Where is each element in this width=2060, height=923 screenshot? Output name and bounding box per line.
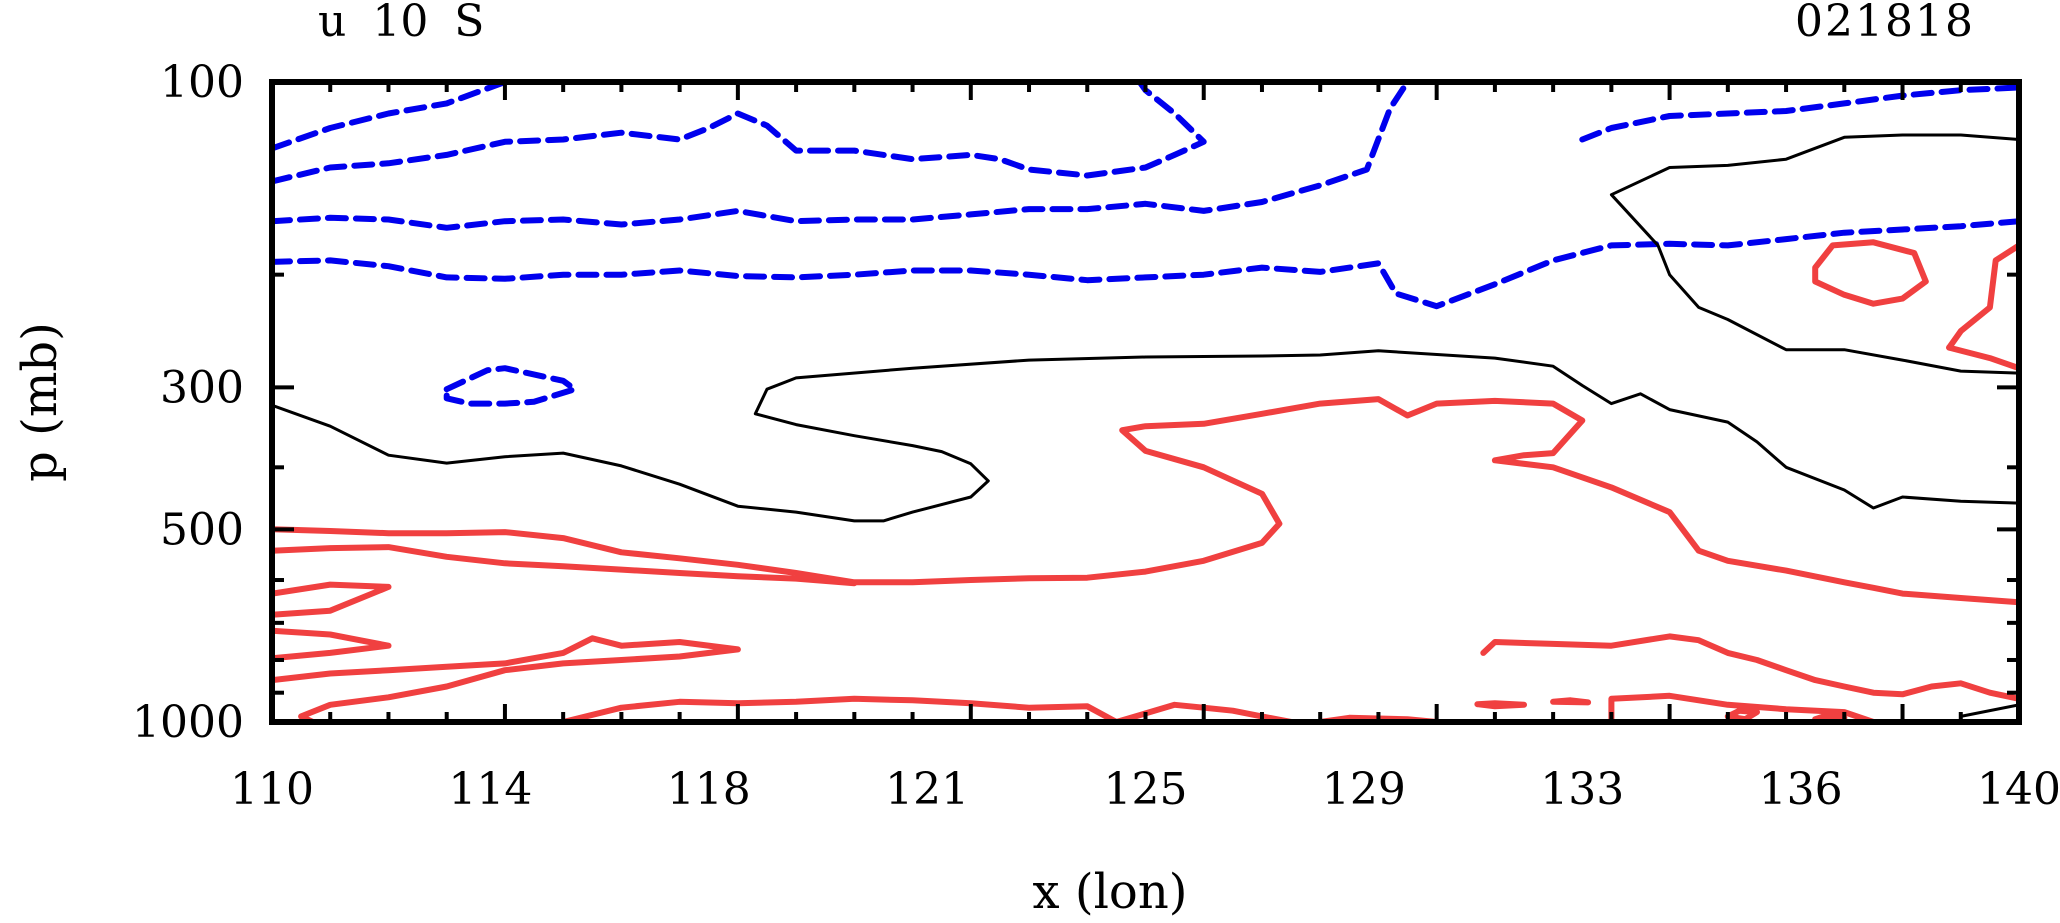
y-axis-label: p (mb): [12, 322, 68, 482]
variable-label: u 10 S: [318, 0, 484, 47]
x-axis-label: x (lon): [1033, 864, 1188, 920]
zero-contour-1: [1609, 133, 2019, 375]
positive-contour-3: [272, 627, 392, 662]
positive-contour-5: [560, 695, 1120, 722]
y-tick-label: 1000: [132, 697, 244, 748]
x-tick-label: 110: [230, 764, 314, 815]
x-tick-label: 118: [667, 764, 751, 815]
plot-frame: [269, 79, 2022, 725]
contour-lines: [272, 82, 2019, 722]
zero-contour-2: [1959, 703, 2019, 718]
x-tick-labels: 110 114 118 121 125 129 133 136 140: [230, 764, 2060, 815]
positive-contour-14: [1812, 710, 1848, 722]
x-tick-label: 121: [885, 764, 969, 815]
positive-contour-0: [272, 396, 2019, 606]
x-tick-label: 114: [448, 764, 532, 815]
x-tick-label: 140: [1977, 764, 2060, 815]
y-tick-labels: 100 300 500 1000: [132, 57, 244, 748]
timestamp-label: 021818: [1795, 0, 1975, 47]
negative-contour-2: [272, 82, 1411, 231]
positive-contour-2: [272, 581, 392, 618]
x-tick-label: 133: [1540, 764, 1624, 815]
y-tick-label: 500: [160, 504, 244, 555]
positive-contour-6: [1113, 701, 1295, 722]
x-tick-label: 136: [1759, 764, 1843, 815]
positive-contour-11: [1474, 700, 1527, 710]
negative-contour-3: [272, 218, 2019, 310]
positive-contour-4: [272, 635, 741, 722]
positive-contour-16: [1946, 242, 2019, 351]
positive-contour-1: [272, 544, 858, 587]
positive-contour-8: [1480, 633, 2019, 702]
positive-contour-15: [1812, 239, 1929, 307]
positive-contour-17: [1946, 344, 2019, 372]
positive-contour-13: [1724, 707, 1760, 722]
zero-contour-0: [272, 349, 2019, 523]
negative-contour-4: [1579, 84, 2019, 143]
negative-contour-5: [443, 365, 578, 407]
x-tick-label: 129: [1322, 764, 1406, 815]
y-tick-label: 100: [160, 57, 244, 108]
negative-contour-1: [272, 82, 1207, 185]
positive-contour-12: [1550, 697, 1592, 706]
y-tick-label: 300: [160, 362, 244, 413]
negative-contour-0: [272, 82, 508, 152]
x-tick-label: 125: [1104, 764, 1188, 815]
